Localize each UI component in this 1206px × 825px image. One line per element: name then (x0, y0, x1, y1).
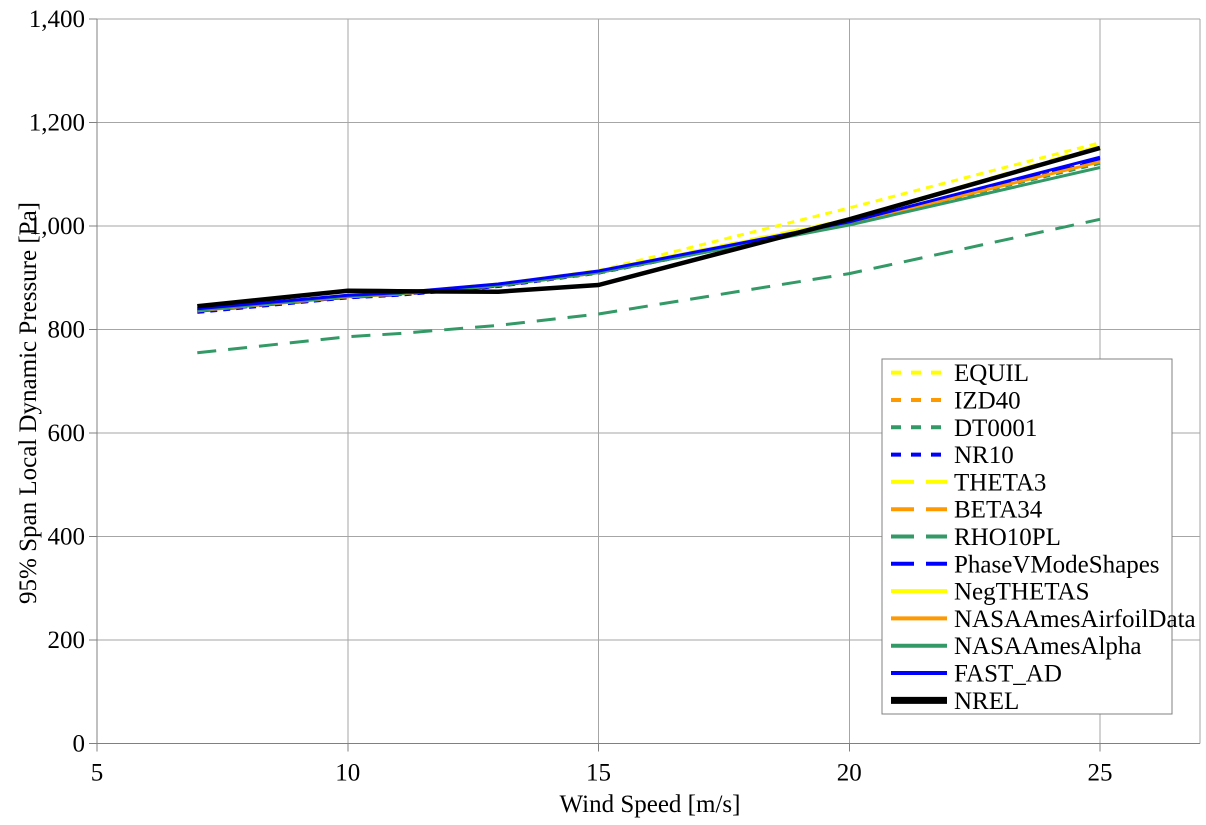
series-line-FAST_AD (197, 155, 1101, 311)
series-line-NegTHETAS (197, 145, 1101, 312)
y-tick-label: 200 (48, 627, 86, 654)
x-tick-label: 5 (91, 760, 104, 787)
legend-label: IZD40 (954, 387, 1021, 414)
x-tick-label: 20 (837, 760, 862, 787)
y-tick-label: 400 (48, 524, 86, 551)
series-line-RHO10PL (197, 217, 1101, 355)
legend-item-NR10: NR10 (891, 442, 1014, 469)
legend-label: EQUIL (954, 360, 1029, 387)
x-tick-label: 15 (586, 760, 611, 787)
gridlines-layer (97, 18, 1201, 744)
legend-label: NegTHETAS (954, 579, 1089, 606)
y-tick-label: 1,200 (29, 110, 85, 137)
y-tick-label: 1,400 (29, 6, 85, 33)
series-line-THETA3 (197, 144, 1101, 312)
legend-item-BETA34: BETA34 (891, 497, 1043, 524)
legend-item-NASAAmesAlpha: NASAAmesAlpha (891, 633, 1142, 660)
x-axis-title: Wind Speed [m/s] (560, 791, 741, 818)
legend-item-NASAAmesAirfoilData: NASAAmesAirfoilData (891, 606, 1196, 633)
legend-label: NREL (954, 688, 1019, 715)
legend-label: PhaseVModeShapes (954, 551, 1160, 578)
legend: EQUILIZD40DT0001NR10THETA3BETA34RHO10PLP… (881, 358, 1196, 715)
legend-item-FAST_AD: FAST_AD (891, 661, 1062, 688)
legend-label: NASAAmesAlpha (954, 633, 1142, 660)
x-tick-label: 10 (335, 760, 360, 787)
legend-label: NASAAmesAirfoilData (954, 606, 1196, 633)
axes-layer (89, 18, 1200, 752)
series-line-NASAAmesAlpha (197, 166, 1101, 312)
y-tick-label: 0 (73, 731, 86, 758)
legend-label: BETA34 (954, 497, 1043, 524)
y-tick-label: 600 (48, 420, 86, 447)
legend-label: THETA3 (954, 469, 1046, 496)
series-line-PhaseVModeShapes (197, 157, 1101, 313)
legend-label: DT0001 (954, 415, 1037, 442)
series-line-BETA34 (197, 159, 1101, 313)
legend-item-PhaseVModeShapes: PhaseVModeShapes (891, 551, 1160, 578)
legend-item-NegTHETAS: NegTHETAS (891, 579, 1089, 606)
x-tick-label: 25 (1088, 760, 1113, 787)
legend-item-THETA3: THETA3 (891, 469, 1046, 496)
legend-item-EQUIL: EQUIL (891, 360, 1029, 387)
legend-item-RHO10PL: RHO10PL (891, 524, 1061, 551)
series-layer (197, 141, 1101, 355)
tick-labels-layer: 0 200 400 600 800 1,000 1,200 1,400 5 10 15 20 25 (29, 6, 1113, 787)
y-axis-title: 95% Span Local Dynamic Pressure [Pa] (15, 202, 42, 604)
y-tick-label: 1,000 (29, 213, 85, 240)
y-tick-label: 800 (48, 317, 86, 344)
legend-label: RHO10PL (954, 524, 1061, 551)
legend-item-DT0001: DT0001 (891, 415, 1037, 442)
legend-item-NREL: NREL (891, 688, 1019, 715)
series-line-NR10 (197, 159, 1101, 314)
series-line-NREL (197, 145, 1101, 309)
series-line-IZD40 (197, 158, 1101, 313)
legend-label: NR10 (954, 442, 1014, 469)
legend-label: FAST_AD (954, 661, 1062, 688)
legend-item-IZD40: IZD40 (891, 387, 1021, 414)
